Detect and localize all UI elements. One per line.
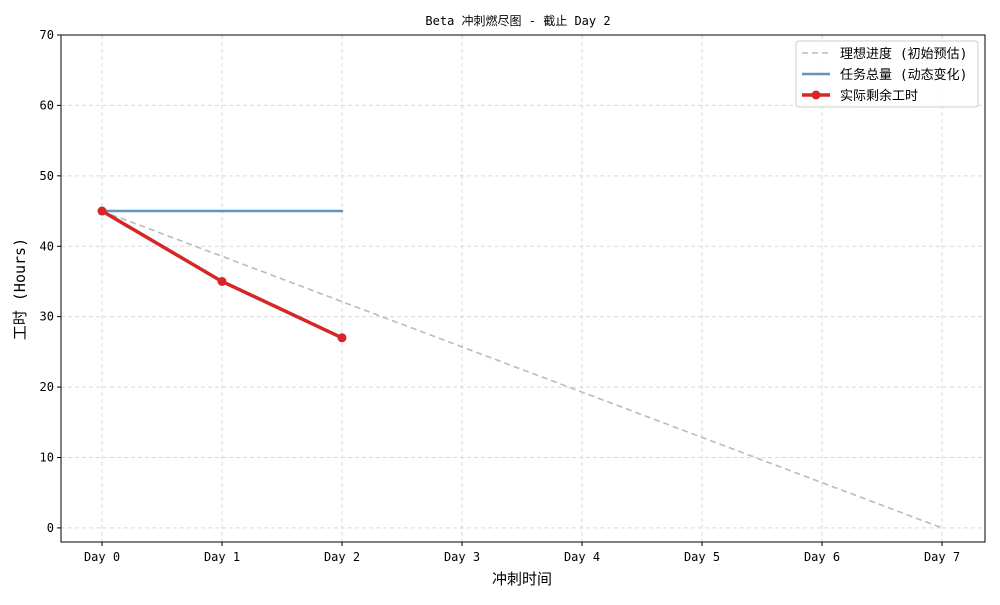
y-tick-label: 10 — [40, 451, 54, 465]
x-tick-label: Day 4 — [564, 550, 600, 564]
plot-frame — [60, 34, 986, 543]
legend-box — [795, 40, 979, 108]
y-tick-label: 50 — [40, 169, 54, 183]
x-tick-label: Day 5 — [684, 550, 720, 564]
series-layer — [97, 206, 943, 529]
y-axis-label: 工时 (Hours) — [11, 238, 29, 340]
series-line-0 — [101, 210, 943, 529]
y-tick-label: 20 — [40, 380, 54, 394]
y-tick-label: 40 — [40, 239, 54, 253]
data-point-2 — [337, 333, 347, 343]
y-tick-label: 0 — [47, 521, 54, 535]
x-tick-label: Day 0 — [84, 550, 120, 564]
x-tick-label: Day 6 — [804, 550, 840, 564]
data-point-2 — [217, 276, 227, 286]
data-point-2 — [97, 206, 107, 216]
x-tick-label: Day 1 — [204, 550, 240, 564]
chart-title: Beta 冲刺燃尽图 - 截止 Day 2 — [425, 13, 610, 28]
legend-marker-2 — [811, 90, 821, 100]
x-axis-label: 冲刺时间 — [492, 570, 552, 588]
grid-layer — [61, 34, 985, 542]
y-tick-label: 60 — [40, 98, 54, 112]
legend-label-1: 任务总量 (动态变化) — [840, 67, 967, 83]
x-tick-label: Day 3 — [444, 550, 480, 564]
y-tick-label: 30 — [40, 310, 54, 324]
axis-layer: Day 0 Day 1 Day 2 Day 3 Day 4 Day 5 Day 6 Day 7… — [40, 28, 961, 564]
y-tick-label: 70 — [40, 28, 54, 42]
legend-label-0: 理想进度 (初始预估) — [840, 46, 967, 62]
legend-label-2: 实际剩余工时 — [840, 88, 918, 104]
x-tick-label: Day 2 — [324, 550, 360, 564]
legend: 理想进度 (初始预估) 任务总量 (动态变化) 实际剩余工时 — [795, 40, 979, 108]
x-tick-label: Day 7 — [924, 550, 960, 564]
